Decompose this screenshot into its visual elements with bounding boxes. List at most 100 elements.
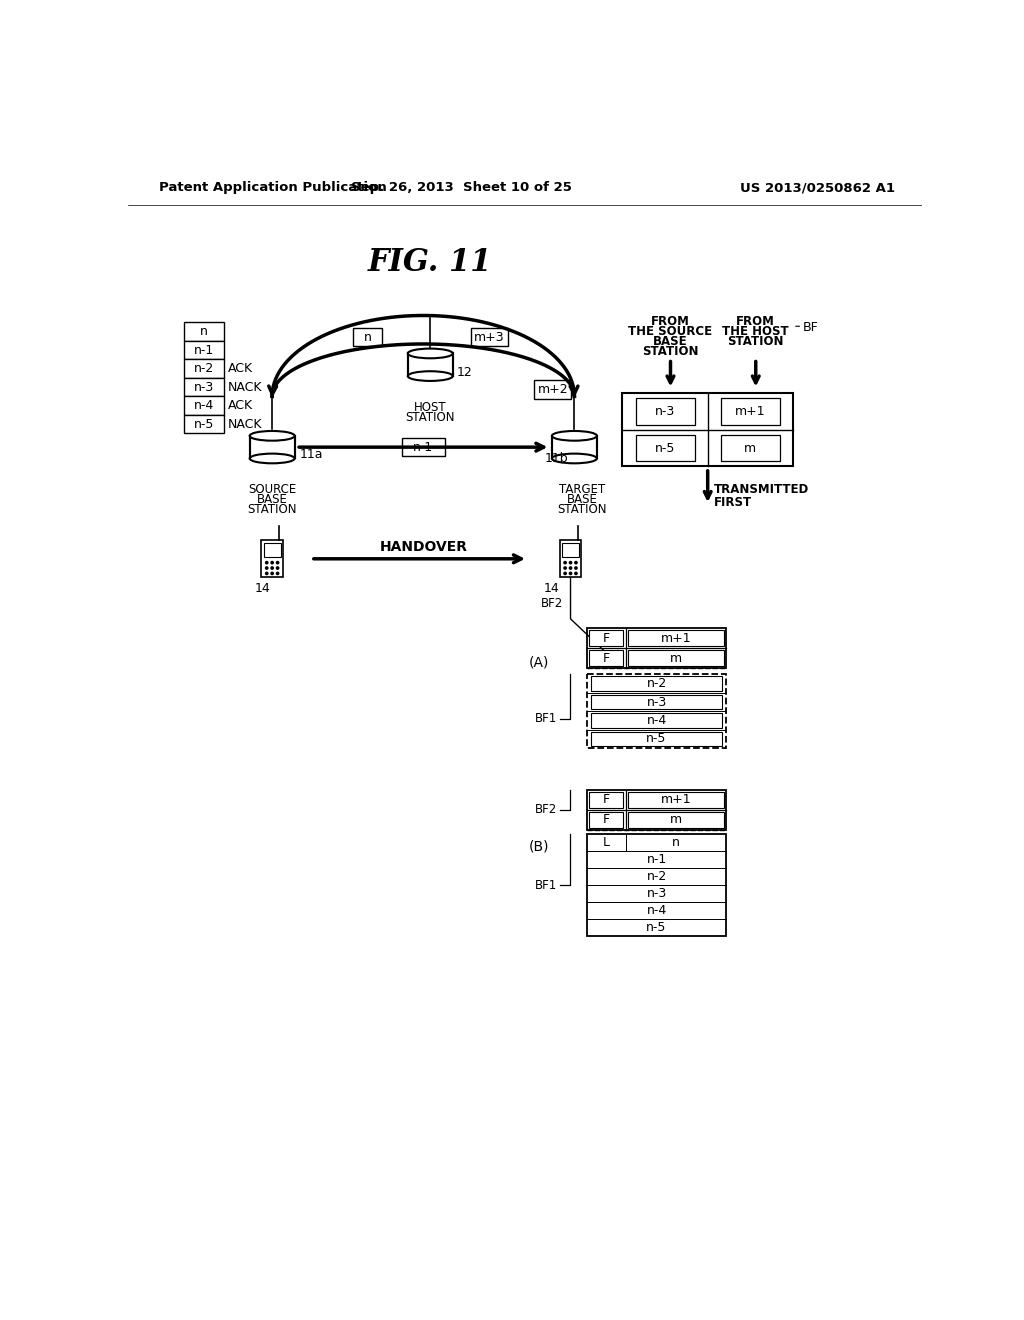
Text: m+1: m+1 [735,405,766,418]
Circle shape [574,573,578,574]
Text: n-5: n-5 [194,417,214,430]
Text: BASE: BASE [566,492,598,506]
Circle shape [569,566,571,569]
Bar [721,436,779,461]
Bar [628,792,724,808]
Text: 11b: 11b [545,453,568,465]
Bar [401,438,445,457]
Circle shape [271,566,273,569]
Text: BASE: BASE [257,492,288,506]
Text: HANDOVER: HANDOVER [379,540,467,554]
Bar [183,414,224,433]
Text: TRANSMITTED: TRANSMITTED [714,483,809,496]
Ellipse shape [408,371,453,381]
Text: m+1: m+1 [660,793,691,807]
Text: n-4: n-4 [646,714,667,727]
Text: FIRST: FIRST [714,496,752,510]
Text: BF1: BF1 [536,713,557,726]
Text: F: F [602,631,609,644]
Text: NACK: NACK [228,417,262,430]
Circle shape [276,561,279,564]
Text: BF2: BF2 [542,597,563,610]
Ellipse shape [552,454,597,463]
Bar [587,628,726,668]
Bar [721,399,779,425]
Bar [183,322,224,341]
Text: US 2013/0250862 A1: US 2013/0250862 A1 [740,181,895,194]
Text: n-4: n-4 [646,904,667,917]
Circle shape [569,573,571,574]
Bar [636,436,694,461]
Text: m: m [670,813,682,826]
Text: n-2: n-2 [646,870,667,883]
Bar [592,694,722,709]
Text: n-2: n-2 [194,362,214,375]
Bar [587,675,726,748]
Text: THE HOST: THE HOST [723,325,790,338]
Bar [183,359,224,378]
Text: (A): (A) [528,656,549,669]
Bar [587,834,726,936]
Text: STATION: STATION [406,412,455,425]
Text: FROM: FROM [651,315,690,329]
Bar [250,436,295,458]
Bar [628,631,724,645]
Circle shape [276,566,279,569]
Bar [408,354,453,376]
Circle shape [265,566,268,569]
Text: F: F [602,813,609,826]
Text: n-5: n-5 [646,733,667,746]
Bar [471,327,508,346]
Text: n-3: n-3 [646,696,667,709]
Text: n-3: n-3 [655,405,675,418]
Bar [261,540,283,577]
Bar [352,327,382,346]
Bar [183,341,224,359]
Text: n-1: n-1 [413,441,433,454]
Text: BF: BF [802,321,818,334]
Bar [552,436,597,458]
Text: Sep. 26, 2013  Sheet 10 of 25: Sep. 26, 2013 Sheet 10 of 25 [351,181,571,194]
Text: m+1: m+1 [660,631,691,644]
Text: m: m [744,442,757,454]
Text: 14: 14 [255,582,271,594]
Text: STATION: STATION [248,503,297,516]
Bar [263,543,281,557]
Text: STATION: STATION [642,345,698,358]
Bar [183,396,224,414]
Ellipse shape [552,432,597,441]
Text: m+2: m+2 [538,383,568,396]
Bar [183,378,224,396]
Bar [589,651,624,665]
Text: 14: 14 [544,582,559,594]
Text: n: n [200,325,208,338]
Circle shape [265,573,268,574]
Text: m: m [670,652,682,665]
Bar [592,676,722,690]
Bar [535,380,571,399]
Bar [592,731,722,746]
Text: n-1: n-1 [194,343,214,356]
Text: n: n [364,330,372,343]
Ellipse shape [408,348,453,358]
Text: STATION: STATION [557,503,607,516]
Bar [623,393,793,466]
Ellipse shape [250,454,295,463]
Bar [592,713,722,727]
Text: ACK: ACK [228,362,253,375]
Text: m+3: m+3 [474,330,505,343]
Text: n-4: n-4 [194,399,214,412]
Text: TARGET: TARGET [559,483,605,496]
Text: BF2: BF2 [536,804,557,816]
Bar [587,789,726,830]
Text: BF1: BF1 [536,879,557,892]
Text: 12: 12 [457,366,472,379]
Circle shape [271,561,273,564]
Circle shape [271,573,273,574]
Text: SOURCE: SOURCE [248,483,296,496]
Text: n-2: n-2 [646,677,667,690]
Circle shape [276,573,279,574]
Text: n-1: n-1 [646,853,667,866]
Text: n-3: n-3 [646,887,667,900]
Ellipse shape [250,432,295,441]
